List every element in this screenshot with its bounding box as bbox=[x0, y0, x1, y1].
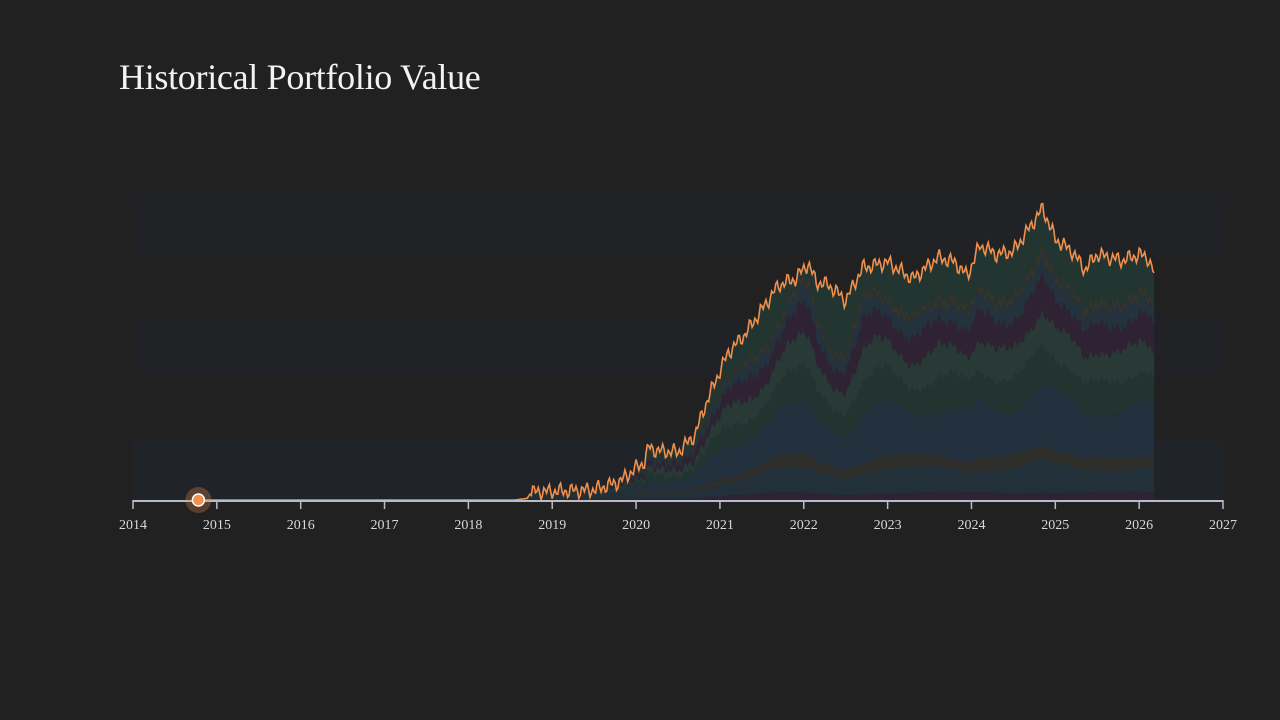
area-series-6 bbox=[198, 310, 1155, 500]
x-tick-label: 2027 bbox=[1209, 518, 1237, 533]
area-series-2 bbox=[198, 457, 1155, 500]
x-axis: 2014 2015 2016 2017 2018 2019 2020 2021 2022 2023… bbox=[119, 500, 1237, 533]
time-marker[interactable] bbox=[185, 487, 212, 513]
x-tick-label: 2015 bbox=[203, 518, 231, 533]
x-tick-label: 2026 bbox=[1125, 518, 1153, 533]
x-tick-label: 2016 bbox=[287, 518, 315, 533]
x-tick-label: 2021 bbox=[706, 518, 734, 533]
x-tick-label: 2025 bbox=[1041, 518, 1069, 533]
x-tick-label: 2019 bbox=[538, 518, 566, 533]
x-tick-label: 2017 bbox=[371, 518, 399, 533]
x-tick-label: 2014 bbox=[119, 518, 147, 533]
area-series-4 bbox=[198, 381, 1155, 500]
x-tick-label: 2023 bbox=[874, 518, 902, 533]
chart-title: Historical Portfolio Value bbox=[119, 57, 481, 97]
x-tick-label: 2024 bbox=[957, 518, 985, 533]
area-series-3 bbox=[198, 445, 1155, 500]
x-tick-label: 2018 bbox=[454, 518, 482, 533]
x-tick-label: 2020 bbox=[622, 518, 650, 533]
area-series-1 bbox=[198, 491, 1155, 500]
marker-dot bbox=[191, 493, 206, 507]
x-tick-label: 2022 bbox=[790, 518, 818, 533]
